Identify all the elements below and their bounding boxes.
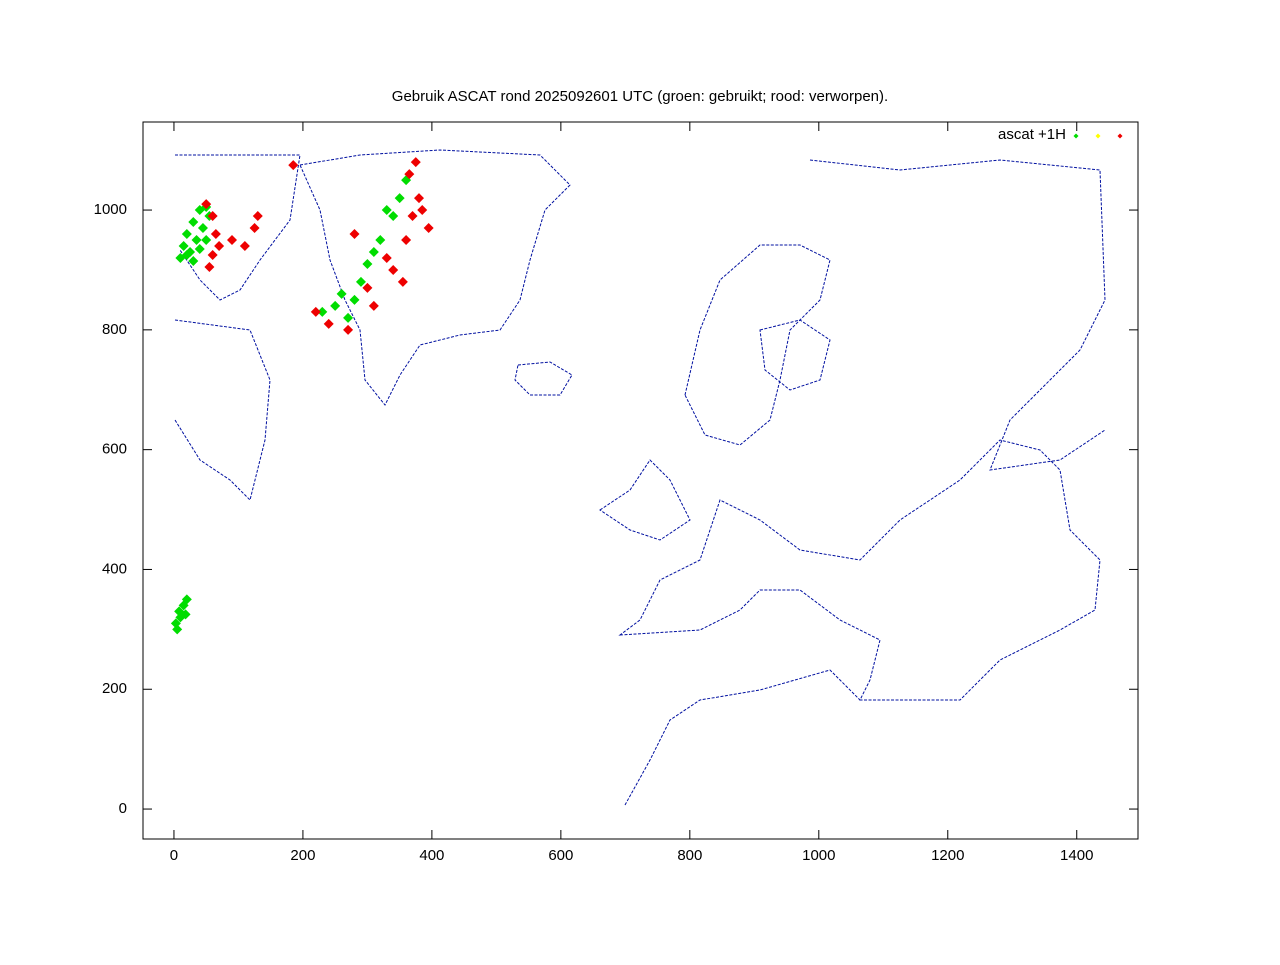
y-tick-label: 200	[102, 680, 127, 697]
point	[407, 211, 418, 222]
y-tick-label: 1000	[94, 201, 127, 218]
point	[388, 264, 399, 275]
point	[207, 249, 218, 260]
point	[181, 249, 192, 260]
x-tick-label: 400	[419, 847, 444, 864]
point	[349, 229, 360, 240]
point	[175, 252, 186, 263]
point	[336, 288, 347, 299]
coastlines	[174, 149, 1106, 806]
point	[214, 240, 225, 251]
y-tick-label: 600	[102, 441, 127, 458]
point	[288, 160, 299, 171]
point	[204, 261, 215, 272]
point	[388, 211, 399, 222]
point	[413, 193, 424, 204]
point	[368, 300, 379, 311]
point	[310, 306, 321, 317]
point	[197, 223, 208, 234]
point	[368, 246, 379, 257]
point	[410, 157, 421, 168]
point	[170, 618, 181, 629]
point	[330, 300, 341, 311]
point	[180, 609, 191, 620]
legend-label: ascat +1H	[998, 126, 1066, 143]
point	[188, 255, 199, 266]
legend-marker	[1117, 133, 1123, 139]
point	[226, 235, 237, 246]
point	[181, 594, 192, 605]
point	[194, 243, 205, 254]
x-tick-label: 0	[170, 847, 178, 864]
x-tick-label: 1200	[931, 847, 964, 864]
x-tick-label: 800	[677, 847, 702, 864]
y-tick-label: 400	[102, 560, 127, 577]
point	[249, 223, 260, 234]
point	[201, 235, 212, 246]
y-tick-label: 0	[119, 800, 127, 817]
point	[201, 199, 212, 210]
point	[207, 211, 218, 222]
x-tick-label: 200	[290, 847, 315, 864]
point	[404, 169, 415, 180]
point	[188, 217, 199, 228]
point	[343, 312, 354, 323]
point	[401, 235, 412, 246]
point	[362, 258, 373, 269]
point	[381, 252, 392, 263]
point	[375, 235, 386, 246]
point	[239, 240, 250, 251]
x-tick-label: 600	[548, 847, 573, 864]
legend-marker	[1073, 133, 1079, 139]
point	[191, 235, 202, 246]
point	[252, 211, 263, 222]
point	[181, 229, 192, 240]
x-tick-label: 1400	[1060, 847, 1093, 864]
point	[323, 318, 334, 329]
point	[349, 294, 360, 305]
point	[343, 324, 354, 335]
point	[178, 240, 189, 251]
plot-frame	[142, 121, 1139, 840]
point	[397, 276, 408, 287]
legend-marker	[1095, 133, 1101, 139]
point	[423, 223, 434, 234]
chart-title: Gebruik ASCAT rond 2025092601 UTC (groen…	[392, 88, 888, 105]
point	[362, 282, 373, 293]
point	[394, 193, 405, 204]
y-tick-label: 800	[102, 321, 127, 338]
point	[417, 205, 428, 216]
x-tick-label: 1000	[802, 847, 835, 864]
point	[210, 229, 221, 240]
point	[317, 306, 328, 317]
point	[355, 276, 366, 287]
point	[381, 205, 392, 216]
